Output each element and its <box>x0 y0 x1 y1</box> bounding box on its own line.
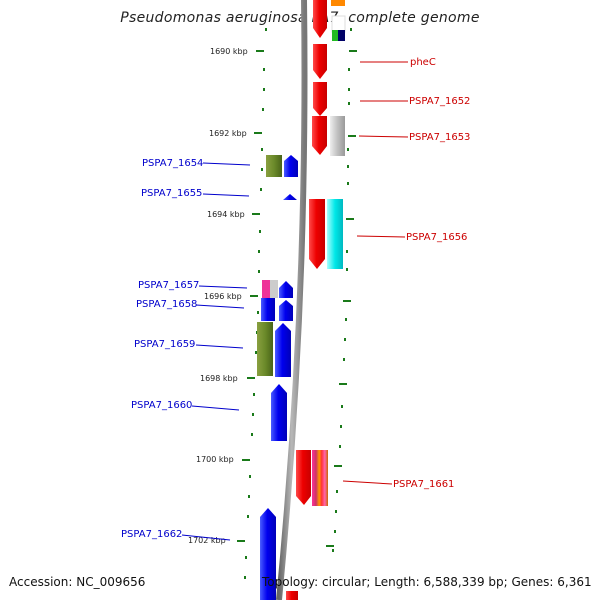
gene-arrow <box>296 450 311 505</box>
gene-block <box>330 116 345 156</box>
kbp-label: 1692 kbp <box>209 129 247 138</box>
gene-block <box>266 155 282 177</box>
gene-label: PSPA7_1658 <box>136 299 197 310</box>
kbp-label: 1700 kbp <box>196 455 234 464</box>
kbp-label: 1690 kbp <box>210 47 248 56</box>
gene-block <box>286 591 298 600</box>
right-gene-labels[interactable]: pheC PSPA7_1652 PSPA7_1653 PSPA7_1656 PS… <box>393 57 470 490</box>
gene-label: PSPA7_1660 <box>131 400 192 411</box>
gene-arrow <box>284 155 298 177</box>
gene-arrow <box>313 44 327 79</box>
kbp-label: 1702 kbp <box>188 536 226 545</box>
gene-arrow <box>283 194 297 200</box>
gene-arrow <box>279 300 293 321</box>
gene-block <box>270 280 278 298</box>
gene-arrow <box>312 116 327 155</box>
gene-block <box>257 322 273 376</box>
kbp-labels: 1690 kbp 1692 kbp 1694 kbp 1696 kbp 1698… <box>188 47 248 545</box>
gene-arrow <box>275 323 291 377</box>
gene-label: PSPA7_1661 <box>393 479 454 490</box>
gene-block <box>331 0 345 6</box>
gene-label: PSPA7_1659 <box>134 339 195 350</box>
kbp-label: 1694 kbp <box>207 210 245 219</box>
kbp-label: 1698 kbp <box>200 374 238 383</box>
right-leader-lines <box>342 61 409 485</box>
accession-text: Accession: NC_009656 <box>9 575 146 589</box>
major-ticks <box>237 50 357 547</box>
minus-strand-genes[interactable] <box>257 155 298 600</box>
gene-block <box>332 30 338 41</box>
gene-label: PSPA7_1655 <box>141 188 202 199</box>
gene-block <box>261 298 275 321</box>
gene-arrow <box>313 82 327 116</box>
gene-block <box>338 30 345 41</box>
gene-arrow <box>260 508 276 600</box>
kbp-label: 1696 kbp <box>204 292 242 301</box>
gene-arrow <box>279 281 293 298</box>
genome-summary-text: Topology: circular; Length: 6,588,339 bp… <box>262 575 592 589</box>
map-title: Pseudomonas aeruginosa PA7, complete gen… <box>120 10 480 26</box>
gene-block <box>262 280 270 298</box>
left-gene-labels[interactable]: PSPA7_1654 PSPA7_1655 PSPA7_1657 PSPA7_1… <box>121 158 203 540</box>
gene-arrow <box>313 0 327 38</box>
gene-arrow <box>309 199 325 269</box>
gene-label: PSPA7_1654 <box>142 158 203 169</box>
gene-block <box>312 450 328 506</box>
gene-label: PSPA7_1653 <box>409 132 470 143</box>
genome-backbone <box>276 0 308 600</box>
gene-label: PSPA7_1652 <box>409 96 470 107</box>
plus-strand-genes[interactable] <box>286 0 346 600</box>
gene-label: PSPA7_1656 <box>406 232 467 243</box>
gene-block <box>331 15 346 33</box>
scale-guide-right <box>332 28 352 552</box>
gene-block <box>327 199 343 269</box>
gene-label: PSPA7_1662 <box>121 529 182 540</box>
gene-label: PSPA7_1657 <box>138 280 199 291</box>
gene-label: pheC <box>410 57 436 68</box>
gene-arrow <box>271 384 287 441</box>
left-leader-lines <box>181 162 251 541</box>
